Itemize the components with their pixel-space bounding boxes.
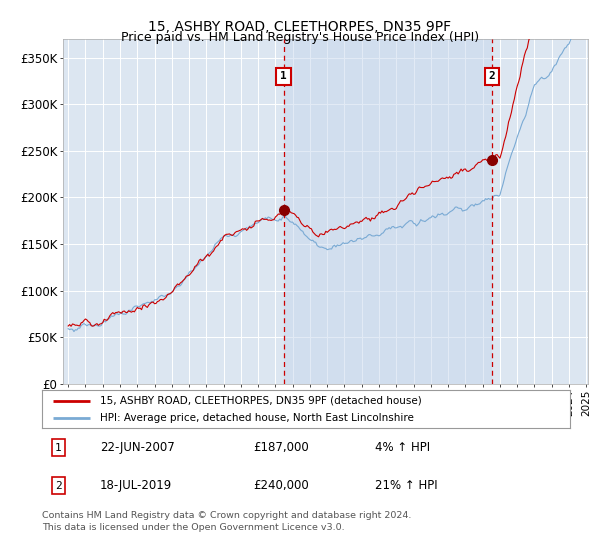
Bar (284, 39, 492, 384)
Text: Contains HM Land Registry data © Crown copyright and database right 2024.
This d: Contains HM Land Registry data © Crown c… (42, 511, 412, 532)
Text: 21% ↑ HPI: 21% ↑ HPI (374, 479, 437, 492)
Text: Price paid vs. HM Land Registry's House Price Index (HPI): Price paid vs. HM Land Registry's House … (121, 31, 479, 44)
Text: HPI: Average price, detached house, North East Lincolnshire: HPI: Average price, detached house, Nort… (100, 413, 414, 423)
Text: 4% ↑ HPI: 4% ↑ HPI (374, 441, 430, 454)
Text: 1: 1 (280, 72, 287, 81)
Text: 2: 2 (488, 72, 496, 81)
Text: £240,000: £240,000 (253, 479, 309, 492)
Text: 2: 2 (55, 480, 62, 491)
Text: 22-JUN-2007: 22-JUN-2007 (100, 441, 175, 454)
Text: 15, ASHBY ROAD, CLEETHORPES, DN35 9PF (detached house): 15, ASHBY ROAD, CLEETHORPES, DN35 9PF (d… (100, 395, 422, 405)
Text: 18-JUL-2019: 18-JUL-2019 (100, 479, 172, 492)
Text: 1: 1 (55, 443, 62, 453)
Text: 15, ASHBY ROAD, CLEETHORPES, DN35 9PF: 15, ASHBY ROAD, CLEETHORPES, DN35 9PF (148, 20, 452, 34)
Text: £187,000: £187,000 (253, 441, 309, 454)
